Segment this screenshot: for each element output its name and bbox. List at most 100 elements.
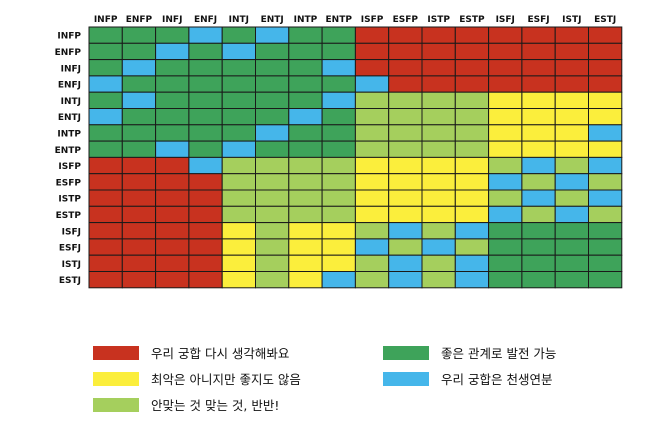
cell-isfp-istj	[554, 156, 590, 175]
cell-entp-esfp	[388, 140, 423, 158]
row-label-esfp: ESFP	[56, 178, 82, 188]
cell-esfj-isfp	[354, 238, 390, 256]
cell-entp-entj	[255, 140, 290, 158]
cell-isfj-entp	[321, 222, 356, 240]
cell-isfp-esfj	[521, 156, 556, 175]
cell-isfj-intp	[288, 222, 323, 240]
cell-intp-estp	[454, 124, 490, 142]
row-label-estp: ESTP	[56, 211, 82, 221]
cell-estj-infp	[88, 271, 123, 289]
cell-esfp-entp	[321, 173, 356, 191]
cell-entp-isfp	[354, 140, 390, 158]
row-label-istp: ISTP	[58, 195, 81, 205]
cell-estp-estp	[454, 205, 490, 224]
cell-esfp-infj	[155, 173, 190, 191]
cell-istp-intp	[288, 189, 323, 207]
cell-enfp-estp	[454, 42, 490, 61]
cell-esfp-isfp	[354, 173, 390, 191]
cell-esfp-intj	[221, 173, 256, 191]
cell-enfj-isfj	[488, 75, 523, 93]
cell-esfp-enfp	[121, 173, 157, 191]
cell-istp-enfj	[188, 189, 223, 207]
cell-intp-isfp	[354, 124, 390, 142]
cell-intj-isfj	[488, 91, 523, 109]
cell-istj-estj	[588, 254, 623, 272]
column-label-infj: INFJ	[162, 15, 182, 25]
cell-istp-infj	[155, 189, 190, 207]
cell-estj-entp	[321, 271, 356, 289]
cell-istp-esfj	[521, 189, 556, 207]
cell-isfj-enfj	[188, 222, 223, 240]
cell-istp-estj	[588, 189, 623, 207]
cell-istj-isfj	[488, 254, 523, 272]
column-label-enfj: ENFJ	[194, 15, 217, 25]
cell-entj-istp	[421, 108, 456, 126]
cell-esfj-infp	[88, 238, 123, 256]
cell-estp-estj	[588, 205, 623, 224]
cell-enfp-intj	[221, 42, 256, 61]
row-label-istj: ISTJ	[62, 260, 81, 270]
row-label-isfj: ISFJ	[62, 227, 81, 237]
cell-enfj-entj	[255, 75, 290, 93]
cell-istp-isfp	[354, 189, 390, 207]
cell-isfp-intj	[221, 156, 256, 175]
cell-esfj-istj	[554, 238, 590, 256]
cell-entp-estj	[588, 140, 623, 158]
cell-isfj-isfj	[488, 222, 523, 240]
cell-enfj-isfp	[354, 75, 390, 93]
cell-intp-infj	[155, 124, 190, 142]
cell-infj-intj	[221, 59, 256, 77]
cell-infj-enfp	[121, 59, 157, 77]
cell-infj-isfp	[354, 59, 390, 77]
cell-intj-intp	[288, 91, 323, 109]
cell-isfj-istj	[554, 222, 590, 240]
cell-istp-intj	[221, 189, 256, 207]
cell-intj-istj	[554, 91, 590, 109]
cell-estj-isfj	[488, 271, 523, 289]
cell-entj-isfj	[488, 108, 523, 126]
row-label-isfp: ISFP	[58, 162, 81, 172]
cell-estp-intp	[288, 205, 323, 224]
row-label-intj: INTJ	[61, 97, 81, 107]
cell-enfj-esfj	[521, 75, 556, 93]
cell-esfj-enfj	[188, 238, 223, 256]
cell-enfp-istj	[554, 42, 590, 61]
cell-esfp-intp	[288, 173, 323, 191]
cell-estj-infj	[155, 271, 190, 289]
cell-enfp-istp	[421, 42, 456, 61]
cell-istj-istj	[554, 254, 590, 272]
cell-entj-enfj	[188, 108, 223, 126]
cell-isfp-infp	[88, 156, 123, 175]
cell-isfp-infj	[155, 156, 190, 175]
cell-istj-infp	[88, 254, 123, 272]
column-label-isfj: ISFJ	[496, 15, 515, 25]
cell-istp-istp	[421, 189, 456, 207]
cell-estj-esfp	[388, 271, 423, 289]
cell-entj-entp	[321, 108, 356, 126]
cell-enfp-intp	[288, 42, 323, 61]
cell-entj-infp	[88, 108, 123, 126]
cell-intp-intp	[288, 124, 323, 142]
cell-istj-intp	[288, 254, 323, 272]
cell-infp-isfj	[488, 26, 523, 44]
cell-istp-isfj	[488, 189, 523, 207]
cell-infp-entj	[255, 26, 290, 44]
cell-estp-enfj	[188, 205, 223, 224]
cell-intj-entj	[255, 91, 290, 109]
cell-intp-enfj	[188, 124, 223, 142]
cell-esfp-infp	[88, 173, 123, 191]
cell-entj-intp	[288, 108, 323, 126]
cell-isfj-estp	[454, 222, 490, 240]
column-label-entp: ENTP	[326, 15, 353, 25]
cell-esfp-estj	[588, 173, 623, 191]
cell-intj-infj	[155, 91, 190, 109]
cell-intj-intj	[221, 91, 256, 109]
column-label-infp: INFP	[94, 15, 118, 25]
cell-enfj-infp	[88, 75, 123, 93]
cell-intj-estp	[454, 91, 490, 109]
cell-infp-istp	[421, 26, 456, 44]
column-label-intj: INTJ	[229, 15, 249, 25]
cell-esfj-intp	[288, 238, 323, 256]
cell-enfp-entj	[255, 42, 290, 61]
cell-estj-intj	[221, 271, 256, 289]
